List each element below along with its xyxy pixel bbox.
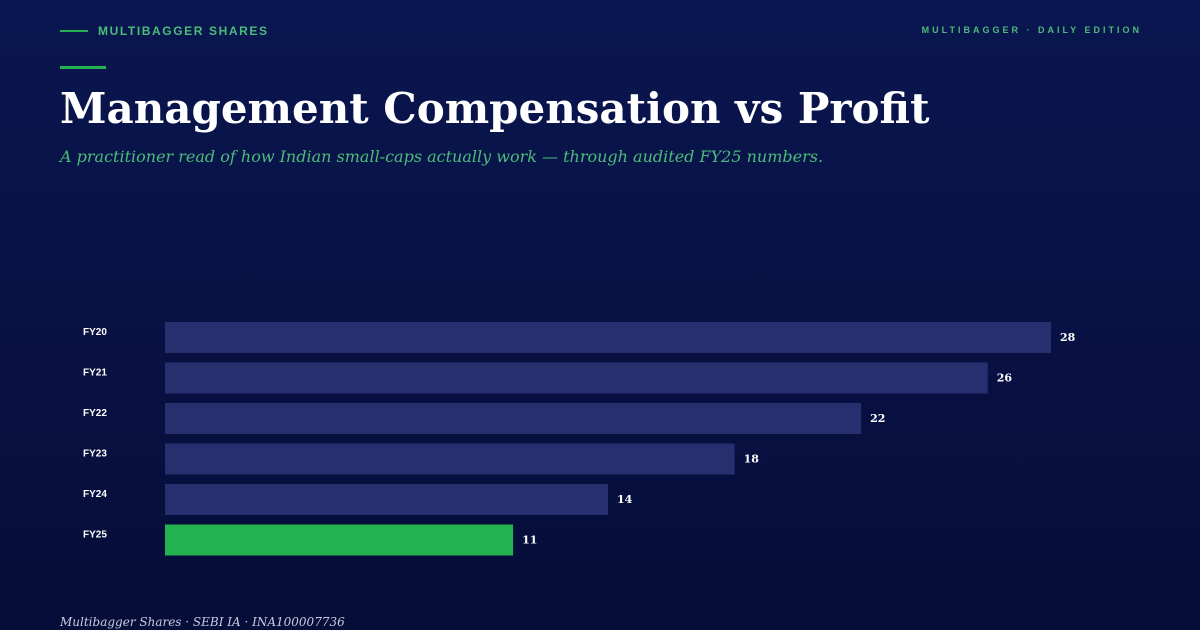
bar-fy22 [165,403,862,434]
footer-credit: Multibagger Shares · SEBI IA · INA100007… [60,615,345,629]
category-label-fy21: FY21 [83,368,107,379]
kicker-text: MULTIBAGGER SHARES [98,24,269,38]
bar-fy24 [165,484,608,515]
value-label-fy25: 11 [522,534,537,547]
kicker: MULTIBAGGER SHARES [60,24,269,38]
category-label-fy22: FY22 [83,408,107,419]
edition-label: MULTIBAGGER · DAILY EDITION [921,25,1142,35]
value-label-fy22: 22 [870,412,885,425]
value-label-fy23: 18 [744,453,760,466]
category-label-fy25: FY25 [83,530,107,541]
page-subtitle: A practitioner read of how Indian small-… [60,147,824,166]
bar-fy25 [165,524,514,556]
value-label-fy20: 28 [1060,331,1076,344]
category-label-fy24: FY24 [83,489,107,500]
bar-fy20 [165,322,1051,353]
bar-fy23 [165,443,735,475]
page-title: Management Compensation vs Profit [60,84,930,133]
value-label-fy21: 26 [997,372,1013,385]
value-label-fy24: 14 [617,493,633,506]
title-accent-rule [60,66,106,69]
category-label-fy23: FY23 [83,449,107,460]
kicker-rule [60,30,88,32]
bar-fy21 [165,362,988,394]
category-label-fy20: FY20 [83,327,107,338]
